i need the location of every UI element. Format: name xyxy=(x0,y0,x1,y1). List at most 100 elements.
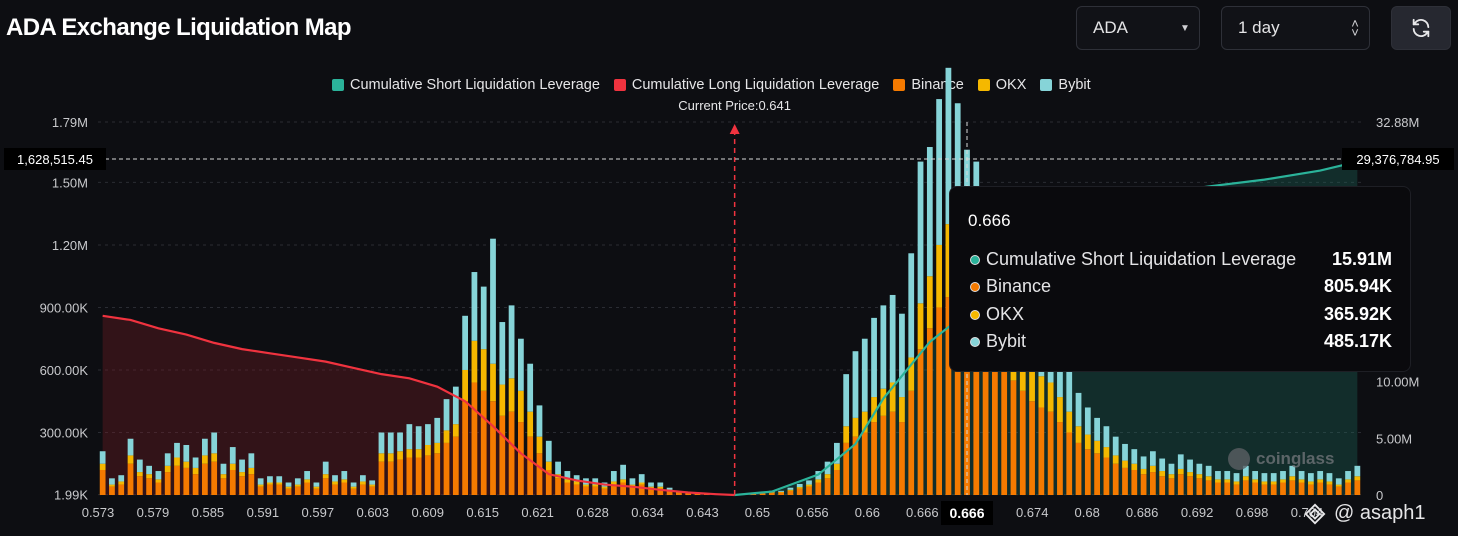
bar-binance xyxy=(620,482,626,495)
bar-okx xyxy=(109,484,115,487)
bar-binance xyxy=(109,486,115,495)
bar-binance xyxy=(843,442,850,495)
legend-item-bybit[interactable]: Bybit xyxy=(1040,77,1091,93)
bar-binance xyxy=(490,401,496,495)
coin-select[interactable]: ADA ▼ xyxy=(1076,6,1200,50)
bar-bybit xyxy=(871,317,877,398)
bar-bybit xyxy=(880,305,887,389)
bar-bybit xyxy=(285,482,292,487)
bar-bybit xyxy=(1215,471,1221,480)
bar-bybit xyxy=(796,483,803,488)
x-tick-label: 0.698 xyxy=(1236,505,1269,520)
bar-bybit xyxy=(573,475,580,482)
bar-bybit xyxy=(174,442,180,458)
bar-binance xyxy=(601,488,608,495)
bar-binance xyxy=(899,422,905,495)
bar-binance xyxy=(694,493,701,495)
bar-binance xyxy=(397,459,403,495)
bar-binance xyxy=(908,390,915,495)
x-tick-label: 0.686 xyxy=(1126,505,1159,520)
bar-okx xyxy=(1066,411,1073,433)
bar-binance xyxy=(341,482,348,495)
bar-bybit xyxy=(1094,417,1100,441)
bar-binance xyxy=(917,349,924,495)
legend-swatch xyxy=(1040,79,1053,91)
bar-okx xyxy=(889,382,896,412)
bar-binance xyxy=(267,484,273,495)
bar-bybit xyxy=(908,253,915,358)
legend-label: Cumulative Short Liquidation Leverage xyxy=(350,77,600,93)
bar-binance xyxy=(1187,476,1193,495)
bar-okx xyxy=(592,484,599,487)
page-title: ADA Exchange Liquidation Map xyxy=(6,14,352,41)
bar-binance xyxy=(1029,401,1035,495)
bar-binance xyxy=(118,484,125,495)
tooltip-dot xyxy=(970,336,980,347)
x-tick-label: 0.591 xyxy=(247,505,280,520)
legend-item-long[interactable]: Cumulative Long Liquidation Leverage xyxy=(613,77,879,93)
bar-okx xyxy=(1103,447,1110,458)
bar-binance xyxy=(1196,478,1203,495)
bar-bybit xyxy=(1205,465,1212,477)
tooltip-row-value: 15.91M xyxy=(1331,249,1392,269)
bar-binance xyxy=(294,486,301,495)
tooltip-row-value: 485.17K xyxy=(1323,331,1392,351)
bar-okx xyxy=(434,442,441,454)
bar-okx xyxy=(164,465,171,473)
bar-bybit xyxy=(462,315,468,370)
bar-binance xyxy=(462,401,468,495)
tooltip-row: Cumulative Short Liquidation Leverage 15… xyxy=(970,249,1392,270)
legend-item-okx[interactable]: OKX xyxy=(977,77,1026,93)
bar-bybit xyxy=(471,272,478,341)
time-range-select[interactable]: 1 day ˄ ˅ xyxy=(1221,6,1370,50)
bar-binance xyxy=(824,478,831,495)
bar-bybit xyxy=(192,457,199,468)
bar-okx xyxy=(192,467,199,475)
coin-select-value: ADA xyxy=(1093,18,1128,37)
bar-binance xyxy=(518,422,524,495)
chart-tooltip: 0.666 Cumulative Short Liquidation Lever… xyxy=(949,186,1411,372)
bar-binance xyxy=(666,490,673,495)
y-left-tick-label: 1.50M xyxy=(52,175,88,190)
bar-okx xyxy=(369,484,376,487)
bar-binance xyxy=(276,484,283,495)
bar-bybit xyxy=(434,417,441,443)
bar-bybit xyxy=(1066,369,1073,412)
bar-binance xyxy=(1001,369,1008,495)
bar-okx xyxy=(1317,479,1324,483)
bar-binance xyxy=(861,432,868,495)
crosshair-right-value: 29,376,784.95 xyxy=(1356,152,1439,167)
bar-okx xyxy=(1131,463,1138,470)
bar-bybit xyxy=(1131,449,1138,464)
bar-binance xyxy=(1066,432,1073,495)
bar-okx xyxy=(1242,476,1249,481)
bar-bybit xyxy=(648,482,654,487)
y-left-tick-label: 600.00K xyxy=(40,363,89,378)
bar-bybit xyxy=(294,478,301,485)
bar-okx xyxy=(536,436,543,454)
current-price-arrow xyxy=(729,124,740,134)
tooltip-row: Binance 805.94K xyxy=(970,276,1392,297)
bar-binance xyxy=(378,461,385,495)
bar-bybit xyxy=(843,374,850,427)
refresh-button[interactable] xyxy=(1391,6,1451,50)
bar-binance xyxy=(750,493,757,495)
bar-bybit xyxy=(555,461,561,475)
bar-bybit xyxy=(1261,473,1268,482)
bar-okx xyxy=(601,486,608,489)
bar-binance xyxy=(1075,442,1082,495)
legend-item-short[interactable]: Cumulative Short Liquidation Leverage xyxy=(332,77,600,93)
bar-okx xyxy=(127,455,134,464)
bar-okx xyxy=(276,482,283,485)
crosshair-left-value: 1,628,515.45 xyxy=(17,152,93,167)
bar-bybit xyxy=(220,463,227,475)
tooltip-row-name: Binance xyxy=(986,276,1052,296)
bar-okx xyxy=(341,479,348,483)
bar-binance xyxy=(806,486,812,495)
bar-binance xyxy=(257,486,264,495)
bar-binance xyxy=(936,307,942,495)
legend-swatch xyxy=(613,79,626,91)
bar-okx xyxy=(917,303,924,350)
bar-bybit xyxy=(610,471,617,482)
bar-bybit xyxy=(202,438,208,456)
